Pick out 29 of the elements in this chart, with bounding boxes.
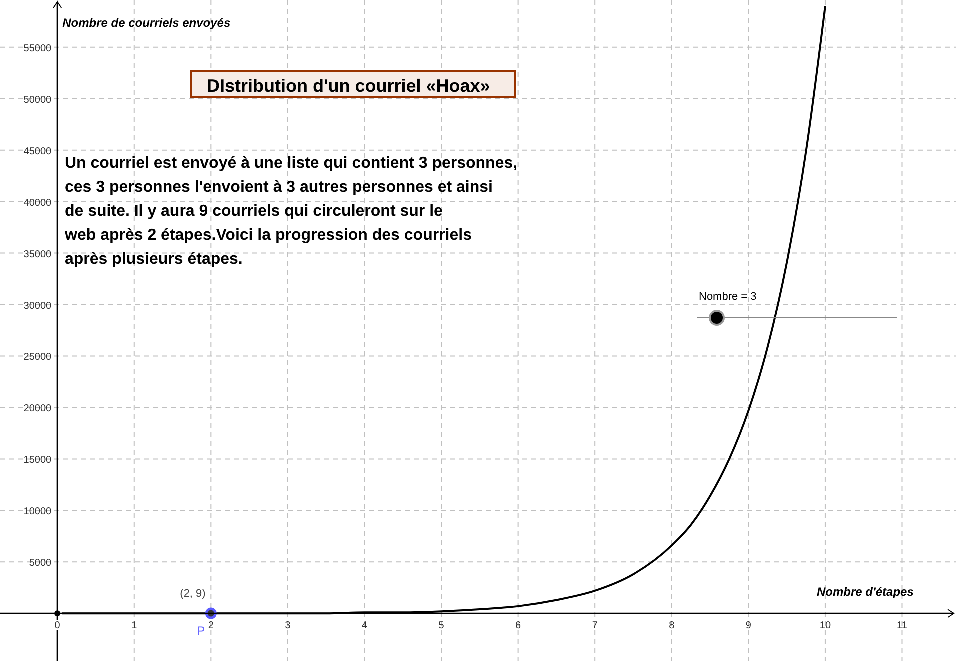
text: DIstribution d'un courriel «Hoax»	[190, 70, 516, 98]
y-tick-label: 5000	[29, 558, 52, 570]
y-tick-label: 40000	[24, 198, 52, 209]
annotation: (2, 9)	[180, 588, 206, 600]
x-tick-label: 10	[820, 620, 832, 632]
y-tick-label: 30000	[24, 300, 52, 312]
y-tick-label: 10000	[24, 506, 52, 518]
y-tick-label: 50000	[24, 94, 52, 106]
y-axis-title: Nombre de courriels envoyés	[62, 16, 231, 30]
x-tick-label: 5	[438, 620, 445, 632]
annotation: Nombre = 3	[699, 291, 757, 303]
x-axis-title: Nombre d'étapes	[817, 584, 914, 599]
y-tick-label: 55000	[24, 43, 52, 54]
y-tick-label: 15000	[24, 455, 52, 466]
x-tick-label: 2	[208, 620, 214, 632]
annotation: P	[197, 624, 206, 638]
y-tick-label: 25000	[24, 352, 52, 364]
y-tick-label: 45000	[24, 146, 52, 158]
x-tick-label: 11	[897, 620, 908, 632]
x-tick-label: 4	[362, 620, 368, 632]
x-tick-label: 1	[132, 620, 138, 632]
y-tick-label: 35000	[24, 249, 52, 260]
x-tick-label: 6	[516, 620, 522, 632]
x-tick-label: 9	[746, 620, 752, 632]
y-tick-label: 20000	[24, 404, 52, 415]
x-tick-label: 8	[669, 620, 676, 632]
x-tick-label: 7	[592, 620, 598, 632]
annotation: Un courriel est envoyé à une liste qui contient 3 personnes, ces 3 personnes l'envoient à 3 autres personnes et ainsi de suite. Il y aura 9 courriels qui circuleront sur le web après 2 étapes.Voici la progression des courriels après plusieurs étapes.	[65, 154, 518, 270]
x-tick-label: 3	[285, 620, 292, 632]
